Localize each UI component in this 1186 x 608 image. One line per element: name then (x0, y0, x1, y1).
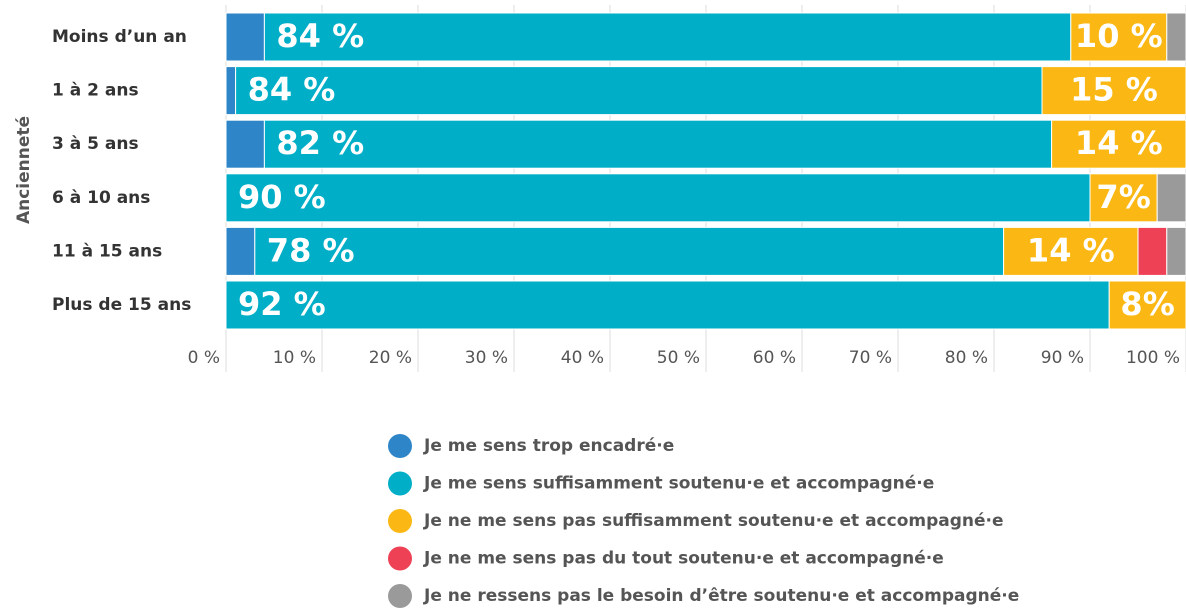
legend-swatch (388, 434, 412, 458)
bar-segment (263, 12, 1072, 62)
value-label: 15 % (1070, 71, 1158, 109)
bar-segment (1089, 173, 1158, 223)
bar-segment (225, 280, 1110, 330)
x-tick-label: 10 % (273, 348, 316, 368)
x-tick-label: 90 % (1041, 348, 1084, 368)
value-label: 90 % (238, 178, 326, 216)
bar-segment (225, 12, 265, 62)
legend-label: Je me sens trop encadré·e (423, 436, 674, 456)
x-tick-label: 80 % (945, 348, 988, 368)
value-label: 8% (1120, 285, 1174, 323)
x-tick-label: 100 % (1126, 348, 1180, 368)
legend-label: Je ne me sens pas suffisamment soutenu·e… (423, 511, 1004, 531)
x-tick-label: 60 % (753, 348, 796, 368)
x-tick-label: 40 % (561, 348, 604, 368)
y-axis-title: Ancienneté (14, 116, 34, 224)
value-label: 82 % (276, 124, 364, 162)
legend-swatch (388, 546, 412, 571)
y-tick-label: 1 à 2 ans (52, 81, 139, 101)
y-tick-label: 11 à 15 ans (52, 241, 162, 261)
bar-segment (1041, 66, 1186, 116)
legend-label: Je me sens suffisamment soutenu·e et acc… (423, 474, 934, 494)
x-tick-label: 30 % (465, 348, 508, 368)
legend-label: Je ne me sens pas du tout soutenu·e et a… (423, 549, 944, 569)
value-label: 78 % (267, 231, 355, 269)
bar-segment (1137, 226, 1168, 276)
y-tick-label: Plus de 15 ans (52, 295, 191, 315)
x-tick-label: 0 % (188, 348, 220, 368)
bar-segment (225, 173, 1091, 223)
bar-segment (235, 66, 1043, 116)
y-tick-label: 3 à 5 ans (52, 134, 139, 154)
bar-segment (1166, 226, 1186, 276)
bar-segment (263, 119, 1053, 169)
value-label: 84 % (248, 71, 336, 109)
value-label: 14 % (1027, 231, 1115, 269)
bar-segment (225, 226, 256, 276)
value-label: 14 % (1075, 124, 1163, 162)
legend-label: Je ne ressens pas le besoin d’être soute… (423, 586, 1019, 606)
x-tick-label: 50 % (657, 348, 700, 368)
y-tick-label: Moins d’un an (52, 27, 187, 47)
value-label: 10 % (1075, 17, 1163, 55)
bar-segment (225, 119, 265, 169)
legend-swatch (388, 509, 412, 533)
value-label: 92 % (238, 285, 326, 323)
x-tick-label: 20 % (369, 348, 412, 368)
bar-segment (254, 226, 1005, 276)
bar-segment (225, 66, 237, 116)
bar-segment (1166, 12, 1186, 62)
legend-swatch (388, 471, 412, 496)
value-label: 7% (1096, 178, 1150, 216)
x-tick-label: 70 % (849, 348, 892, 368)
value-label: 84 % (276, 17, 364, 55)
y-tick-label: 6 à 10 ans (52, 188, 150, 208)
bar-segment (1156, 173, 1186, 223)
legend-swatch (388, 584, 412, 608)
